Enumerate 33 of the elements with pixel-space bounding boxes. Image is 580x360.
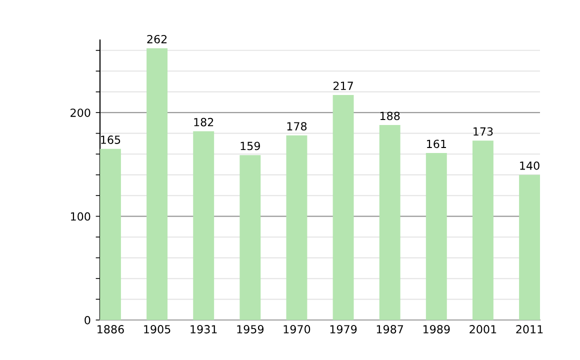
x-tick-label: 1931 bbox=[190, 325, 217, 334]
data-label: 140 bbox=[520, 161, 540, 170]
data-label: 182 bbox=[194, 118, 214, 126]
data-label: 173 bbox=[474, 127, 493, 136]
x-tick-label: 1979 bbox=[330, 325, 357, 334]
data-label: 161 bbox=[427, 140, 446, 148]
bar bbox=[240, 155, 261, 320]
bar bbox=[193, 131, 214, 320]
y-tick-label: 200 bbox=[70, 108, 90, 117]
bar bbox=[519, 174, 540, 320]
data-label: 165 bbox=[101, 136, 120, 144]
data-label: 217 bbox=[333, 82, 353, 90]
bar bbox=[472, 140, 494, 320]
bar bbox=[332, 94, 354, 320]
x-tick-label: 2001 bbox=[470, 325, 496, 334]
x-tick-label: 1886 bbox=[98, 325, 124, 334]
bar bbox=[426, 153, 447, 320]
bar bbox=[100, 148, 121, 320]
x-tick-label: 1989 bbox=[423, 325, 450, 334]
bar bbox=[379, 125, 400, 320]
y-tick-label: 100 bbox=[70, 212, 90, 221]
y-tick-label: 0 bbox=[84, 316, 90, 324]
x-tick-label: 1970 bbox=[284, 325, 310, 334]
data-label: 159 bbox=[240, 142, 260, 150]
bar bbox=[146, 48, 168, 320]
x-tick-label: 2011 bbox=[516, 325, 543, 334]
x-tick-label: 1905 bbox=[144, 325, 170, 334]
data-label: 178 bbox=[287, 122, 307, 130]
x-tick-label: 1959 bbox=[237, 325, 264, 334]
x-tick-label: 1987 bbox=[376, 325, 404, 334]
data-label: 188 bbox=[380, 112, 400, 120]
bar bbox=[286, 135, 308, 320]
data-label: 262 bbox=[147, 34, 167, 44]
